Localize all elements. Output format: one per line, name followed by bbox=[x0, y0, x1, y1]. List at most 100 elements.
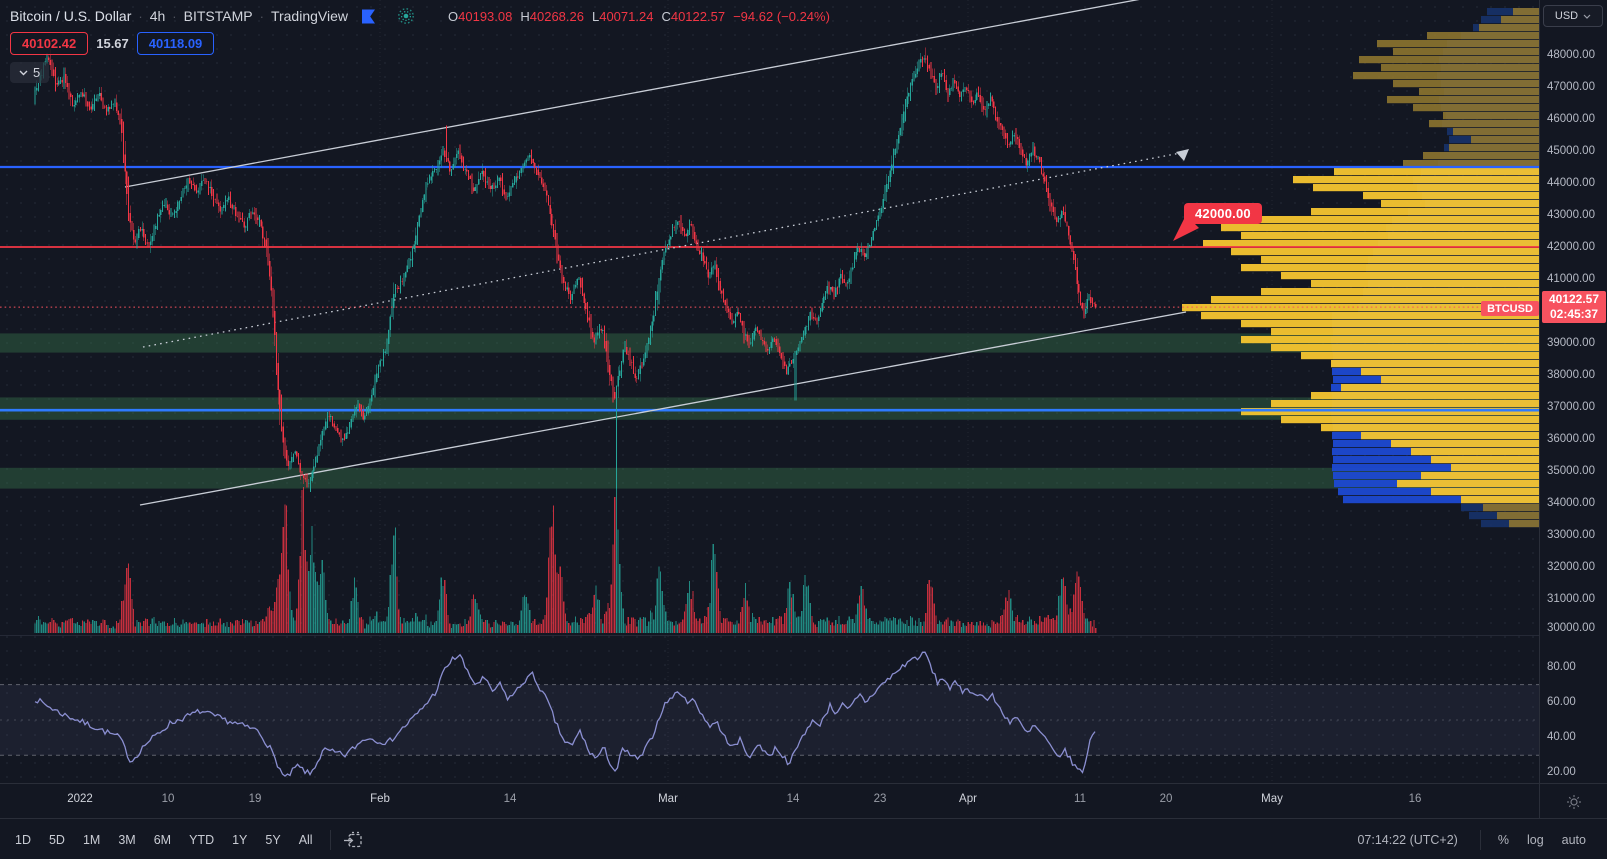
toolbar-divider bbox=[1479, 829, 1481, 850]
price-axis[interactable]: USD 49000.0048000.0047000.0046000.004500… bbox=[1539, 0, 1607, 783]
low-value: 40071.24 bbox=[599, 8, 654, 24]
range-button-1d[interactable]: 1D bbox=[15, 832, 31, 847]
time-axis-tick: Apr bbox=[959, 793, 977, 805]
range-button-all[interactable]: All bbox=[298, 832, 313, 847]
supply-demand-zone bbox=[0, 397, 1539, 420]
log-scale-button[interactable]: log bbox=[1526, 832, 1544, 847]
price-axis-tick: 44000.00 bbox=[1547, 177, 1595, 189]
time-axis-tick: 20 bbox=[1159, 793, 1173, 805]
axis-corner bbox=[1539, 783, 1607, 819]
auto-scale-button[interactable]: auto bbox=[1561, 832, 1586, 847]
rsi-line bbox=[34, 651, 1096, 777]
open-value: 40193.08 bbox=[458, 8, 513, 24]
date-range-buttons: 1D 5D 1M 3M 6M YTD 1Y 5Y All bbox=[6, 829, 322, 851]
time-axis-tick: 16 bbox=[1408, 793, 1422, 805]
price-axis-tick: 34000.00 bbox=[1547, 497, 1595, 509]
attribution-label[interactable]: TradingView bbox=[270, 8, 348, 24]
symbol-price-line-label: BTCUSD bbox=[1481, 301, 1539, 316]
separator: · bbox=[259, 8, 264, 24]
channel-top bbox=[124, 0, 1140, 188]
clock-timezone-button[interactable]: 07:14:22 (UTC+2) bbox=[1357, 832, 1458, 847]
time-axis[interactable]: 2022 10 19 Feb 14 Mar 14 23 Apr 11 20 May 16 bbox=[0, 783, 1539, 819]
time-axis-tick: 14 bbox=[786, 793, 800, 805]
market-status-pulse-icon[interactable] bbox=[397, 7, 415, 25]
flag-icon[interactable] bbox=[361, 9, 376, 24]
price-axis-tick: 41000.00 bbox=[1547, 273, 1595, 285]
price-axis-tick: 20.00 bbox=[1547, 766, 1576, 778]
ask-price-box[interactable]: 40118.09 bbox=[136, 32, 215, 55]
current-price-box: 40122.57 02:45:37 bbox=[1542, 291, 1606, 323]
price-axis-tick: 30000.00 bbox=[1547, 622, 1595, 634]
separator: · bbox=[172, 8, 177, 24]
price-axis-tick: 48000.00 bbox=[1547, 49, 1595, 61]
price-axis-tick: 35000.00 bbox=[1547, 465, 1595, 477]
time-axis-tick: 11 bbox=[1074, 793, 1086, 805]
channel-bottom bbox=[139, 311, 1187, 506]
price-axis-tick: 38000.00 bbox=[1547, 369, 1595, 381]
range-button-5d[interactable]: 5D bbox=[48, 832, 65, 847]
range-button-5y[interactable]: 5Y bbox=[265, 832, 281, 847]
bid-price-box[interactable]: 40102.42 bbox=[10, 32, 89, 55]
price-axis-tick: 32000.00 bbox=[1547, 561, 1595, 573]
currency-selector[interactable]: USD bbox=[1543, 5, 1603, 27]
current-price-value: 40122.57 bbox=[1548, 292, 1600, 306]
time-axis-tick: 23 bbox=[873, 793, 887, 805]
channel-mid bbox=[142, 151, 1187, 348]
price-axis-tick: 37000.00 bbox=[1547, 401, 1595, 413]
price-axis-tick: 33000.00 bbox=[1547, 529, 1595, 541]
high-value: 40268.26 bbox=[529, 8, 584, 24]
price-axis-tick: 31000.00 bbox=[1547, 593, 1595, 605]
bottom-toolbar: 1D 5D 1M 3M 6M YTD 1Y 5Y All 07:14:22 (UTC+2) % … bbox=[0, 818, 1607, 859]
time-axis-tick: 10 bbox=[161, 793, 175, 805]
volume-bars bbox=[34, 487, 1097, 633]
supply-demand-zone bbox=[0, 333, 1539, 353]
time-axis-tick: May bbox=[1261, 793, 1283, 805]
bar-countdown: 02:45:37 bbox=[1549, 307, 1599, 321]
price-axis-tick: 45000.00 bbox=[1547, 145, 1595, 157]
price-axis-tick: 47000.00 bbox=[1547, 81, 1595, 93]
price-axis-tick: 46000.00 bbox=[1547, 113, 1595, 125]
time-axis-tick: Feb bbox=[370, 793, 390, 805]
time-axis-tick: 14 bbox=[503, 793, 517, 805]
exchange-label[interactable]: BITSTAMP bbox=[183, 8, 253, 24]
range-button-1m[interactable]: 1M bbox=[82, 832, 101, 847]
pane-separator[interactable] bbox=[0, 635, 1607, 636]
indicators-collapse-button[interactable]: 5 bbox=[10, 62, 50, 83]
chart-canvas[interactable] bbox=[0, 0, 1539, 783]
range-button-6m[interactable]: 6M bbox=[153, 832, 172, 847]
separator: · bbox=[138, 8, 143, 24]
price-axis-tick: 43000.00 bbox=[1547, 209, 1595, 221]
price-axis-tick: 42000.00 bbox=[1547, 241, 1595, 253]
spread-value: 15.67 bbox=[96, 36, 129, 51]
price-axis-tick: 80.00 bbox=[1547, 661, 1576, 673]
trendline-arrowhead bbox=[1176, 149, 1189, 161]
time-axis-tick: 2022 bbox=[67, 793, 93, 805]
price-alert-tag[interactable]: 42000.00 bbox=[1184, 203, 1262, 224]
candles bbox=[34, 47, 1097, 492]
chart-legend: Bitcoin / U.S. Dollar · 4h · BITSTAMP · … bbox=[10, 7, 830, 83]
range-button-1y[interactable]: 1Y bbox=[232, 832, 248, 847]
price-axis-tick: 40.00 bbox=[1547, 731, 1576, 743]
time-axis-tick: 19 bbox=[248, 793, 262, 805]
chevron-down-icon bbox=[1583, 14, 1591, 19]
price-axis-tick: 60.00 bbox=[1547, 696, 1576, 708]
go-to-date-button[interactable] bbox=[339, 828, 367, 852]
sun-icon[interactable] bbox=[1566, 794, 1582, 810]
price-axis-tick: 39000.00 bbox=[1547, 337, 1595, 349]
change-value: −94.62 (−0.24%) bbox=[733, 8, 830, 24]
price-chart bbox=[0, 0, 1539, 783]
interval-label[interactable]: 4h bbox=[149, 8, 166, 24]
time-axis-tick: Mar bbox=[658, 793, 678, 805]
chevron-down-icon bbox=[19, 70, 28, 75]
calendar-arrow-icon bbox=[343, 831, 362, 847]
percent-scale-button[interactable]: % bbox=[1497, 832, 1509, 847]
range-button-3m[interactable]: 3M bbox=[118, 832, 136, 847]
close-value: 40122.57 bbox=[670, 8, 726, 24]
price-axis-tick: 36000.00 bbox=[1547, 433, 1595, 445]
toolbar-divider bbox=[329, 829, 331, 850]
range-button-ytd[interactable]: YTD bbox=[189, 832, 215, 847]
ohlc-readout: O40193.08 H40268.26 L40071.24 C40122.57 … bbox=[448, 8, 830, 24]
symbol-title[interactable]: Bitcoin / U.S. Dollar bbox=[10, 8, 132, 24]
supply-demand-zone bbox=[0, 467, 1539, 489]
